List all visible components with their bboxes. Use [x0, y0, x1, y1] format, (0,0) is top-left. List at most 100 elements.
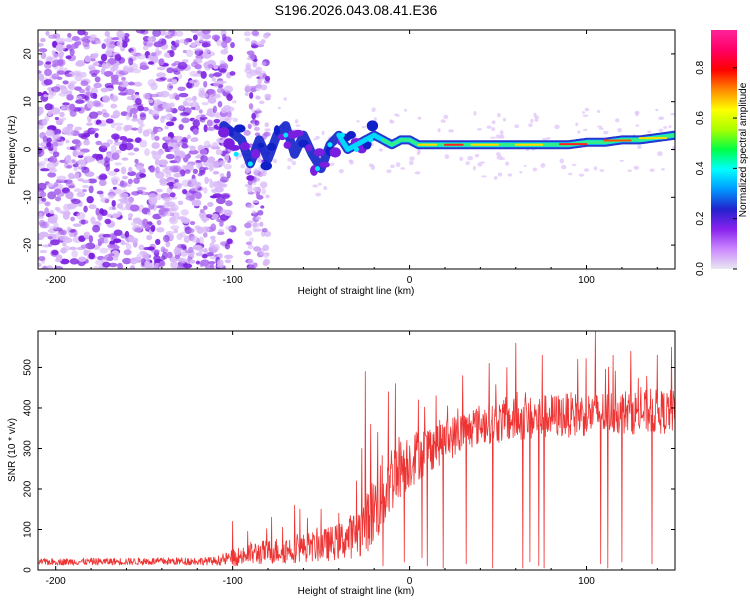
track-blob [240, 142, 250, 151]
noise-blob [192, 34, 198, 41]
noise-blob [82, 40, 90, 48]
noise-blob [66, 44, 73, 50]
sparse-blob [577, 130, 581, 134]
noise-blob [97, 213, 103, 221]
noise-blob [170, 225, 180, 230]
snr-x-axis-title: Height of straight line (km) [298, 586, 415, 597]
noise-blob [201, 101, 209, 106]
noise-blob [103, 70, 114, 77]
noise-blob [133, 81, 143, 87]
spectrogram-x-tick-label: 0 [407, 275, 413, 286]
noise-blob [203, 187, 208, 194]
snr-frame [37, 330, 676, 571]
noise-blob [181, 143, 189, 149]
noise-blob [127, 152, 136, 156]
noise-blob [39, 191, 47, 198]
noise-blob [132, 217, 142, 224]
noise-blob [216, 160, 227, 164]
sparse-blob [532, 167, 538, 172]
noise-blob [116, 40, 123, 48]
streak-blob [247, 244, 254, 250]
noise-blob [89, 111, 99, 119]
noise-blob [127, 81, 135, 86]
sparse-blob [647, 130, 652, 134]
noise-blob [164, 136, 172, 141]
sparse-blob [596, 125, 603, 128]
sparse-blob [497, 113, 501, 118]
sparse-blob [448, 129, 454, 133]
noise-blob [149, 165, 155, 173]
noise-blob [38, 262, 42, 268]
noise-blob [110, 144, 117, 152]
noise-blob [210, 213, 219, 220]
noise-blob [165, 230, 175, 236]
sparse-blob [530, 118, 534, 124]
noise-blob [88, 252, 95, 260]
noise-blob [55, 196, 62, 202]
noise-blob [137, 125, 143, 134]
sparse-blob [514, 124, 520, 129]
noise-blob [136, 190, 144, 194]
sparse-blob [505, 161, 510, 166]
noise-blob [102, 233, 112, 238]
sparse-blob [395, 162, 401, 168]
page-title: S196.2026.043.08.41.E36 [274, 2, 438, 18]
noise-blob [47, 110, 52, 116]
streak-blob [249, 91, 254, 99]
noise-blob [101, 43, 107, 50]
noise-blob [198, 249, 205, 253]
noise-blob [130, 257, 138, 265]
sparse-blob [663, 126, 668, 129]
noise-blob [160, 38, 167, 45]
noise-blob [78, 235, 86, 242]
noise-blob [87, 178, 97, 184]
track-blob [251, 149, 261, 159]
noise-blob [124, 142, 134, 151]
sparse-blob [240, 164, 245, 169]
noise-blob [108, 253, 115, 257]
noise-blob [206, 213, 213, 219]
noise-blob [152, 30, 161, 37]
noise-blob [159, 260, 166, 267]
noise-blob [74, 126, 83, 131]
noise-blob [127, 213, 134, 218]
noise-blob [38, 142, 42, 147]
noise-blob [184, 169, 191, 174]
streak-blob [255, 71, 262, 76]
sparse-blob [371, 107, 376, 113]
noise-blob [185, 49, 194, 58]
streak-blob [265, 75, 271, 82]
noise-blob [75, 61, 85, 67]
noise-blob [118, 92, 128, 96]
noise-blob [224, 254, 234, 259]
noise-blob [63, 203, 71, 212]
noise-blob [142, 45, 149, 51]
noise-blob [107, 57, 117, 65]
noise-blob [198, 236, 204, 244]
noise-blob [226, 170, 231, 179]
noise-blob [108, 194, 115, 199]
noise-blob [74, 172, 80, 179]
noise-blob [47, 236, 53, 240]
noise-blob [119, 192, 129, 199]
streak-blob [263, 131, 270, 137]
noise-blob [213, 181, 222, 189]
noise-blob [220, 107, 228, 114]
streak-blob [254, 109, 262, 114]
noise-blob [221, 194, 230, 200]
snr-y-tick-label: 400 [23, 399, 34, 416]
noise-blob [112, 213, 118, 219]
sparse-blob [480, 161, 486, 164]
spectrogram-x-axis: -200 -100 0 100 [46, 30, 658, 286]
sparse-blob [519, 171, 523, 174]
noise-blob [127, 217, 132, 221]
track-blob [283, 141, 292, 149]
noise-blob [55, 37, 66, 44]
sparse-blob [256, 107, 261, 112]
noise-blob [139, 113, 147, 121]
noise-blob [180, 244, 187, 249]
noise-blob [201, 42, 211, 48]
noise-blob [191, 181, 201, 190]
track-node [233, 151, 239, 157]
